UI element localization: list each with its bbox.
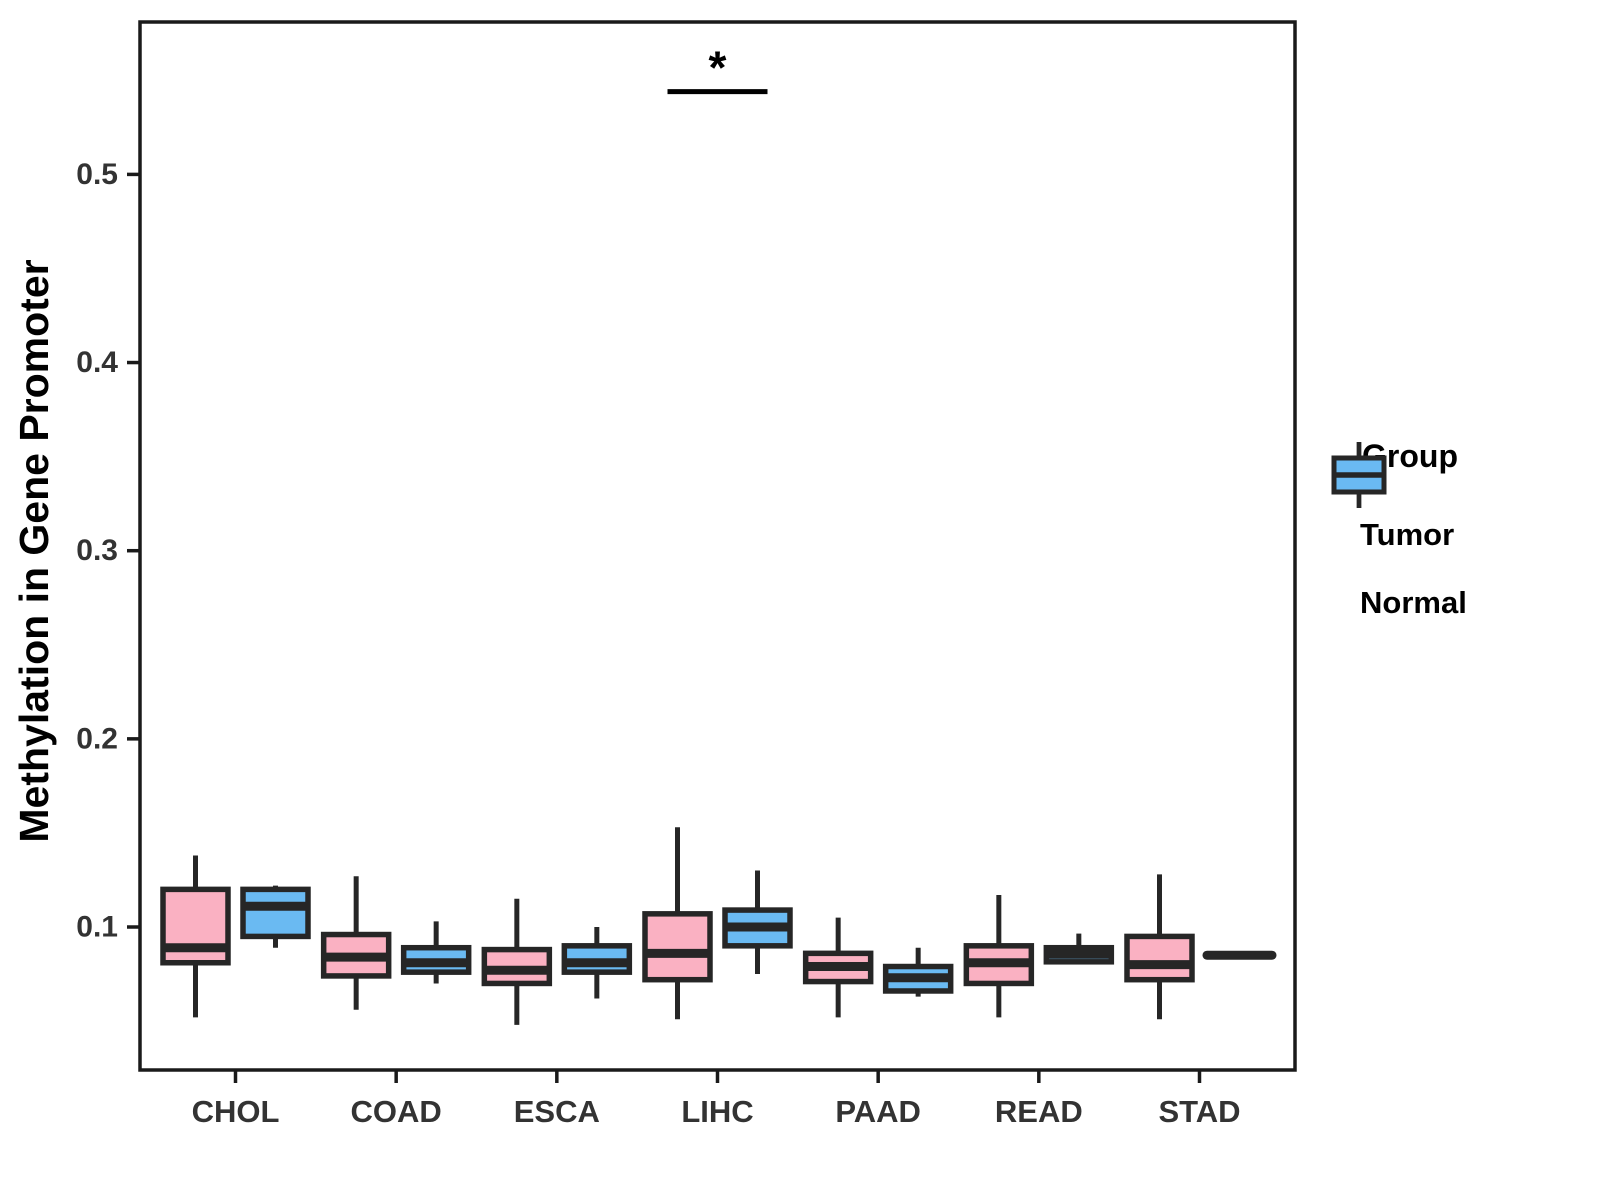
legend-entries: Tumor Normal [1330,442,1590,637]
y-tick-label: 0.3 [76,534,118,567]
box-tumor-STAD [1124,933,1195,983]
x-axis-label: CHOL [192,1094,280,1129]
y-tick-label: 0.5 [76,158,118,191]
x-axis-label: LIHC [681,1094,753,1129]
y-tick-label: 0.1 [76,911,118,944]
plot-area: 0.1 0.2 0.3 0.4 0.5 CHOL COAD ESCA LIHC PAAD READ S… [76,20,1297,1129]
x-axis-label: COAD [351,1094,442,1129]
y-tick-label: 0.2 [76,722,118,755]
legend-label-normal: Normal [1360,585,1467,620]
x-axis-label: READ [995,1094,1083,1129]
box-normal-CHOL [240,886,311,940]
boxplot-key-normal-icon [1331,442,1387,508]
legend: Group Tumor Normal [1330,438,1590,637]
legend-label-tumor: Tumor [1360,517,1455,552]
x-axis-label: STAD [1158,1094,1240,1129]
x-axis-label: ESCA [514,1094,600,1129]
box-tumor-LIHC [642,911,713,983]
y-axis-title: Methylation in Gene Promoter [11,259,57,842]
significance-star: * [709,42,727,94]
x-axis-label: PAAD [835,1094,921,1129]
panel-border [138,20,1297,1072]
legend-entry-normal[interactable]: Normal [1330,442,1590,637]
y-tick-label: 0.4 [76,346,118,379]
